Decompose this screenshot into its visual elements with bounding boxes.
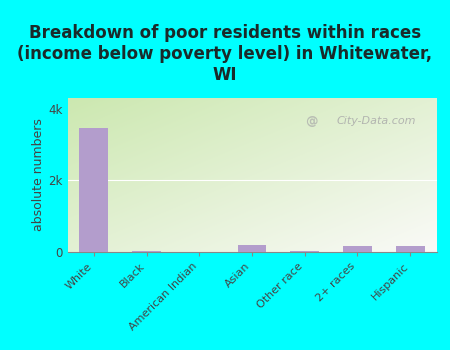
Bar <box>132 251 161 252</box>
Bar <box>290 251 319 252</box>
Text: Breakdown of poor residents within races
(income below poverty level) in Whitewa: Breakdown of poor residents within races… <box>18 25 432 84</box>
Y-axis label: absolute numbers: absolute numbers <box>32 119 45 231</box>
Bar <box>396 246 425 252</box>
Text: @: @ <box>305 114 317 128</box>
Bar <box>79 128 108 252</box>
Bar <box>343 246 372 252</box>
Bar <box>238 245 266 252</box>
Text: City-Data.com: City-Data.com <box>337 116 416 126</box>
